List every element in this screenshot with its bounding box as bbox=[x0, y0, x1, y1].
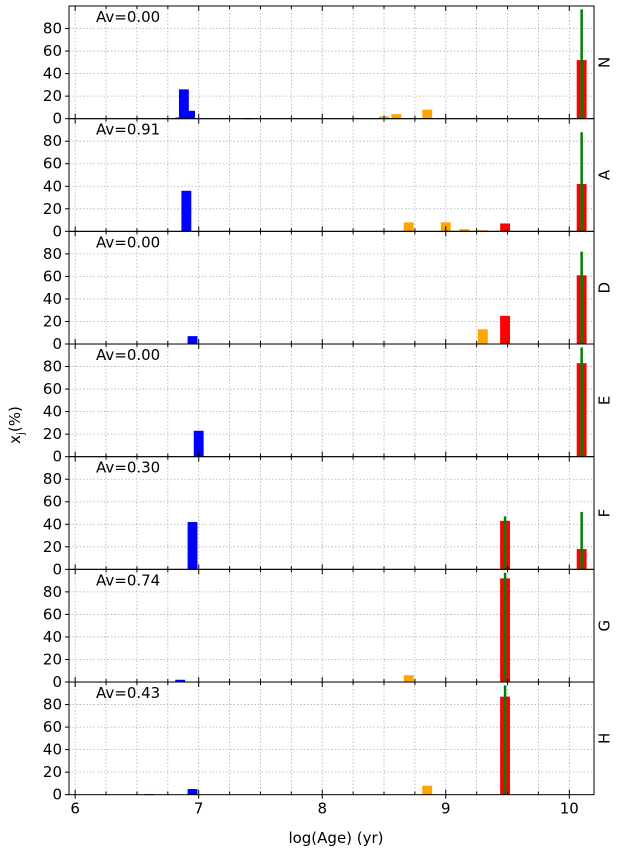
y-tick-label: 80 bbox=[43, 696, 62, 714]
y-tick-label: 40 bbox=[43, 741, 62, 759]
y-tick-label: 80 bbox=[43, 470, 62, 488]
panel-G: 0 20 40 60 80 Av=0.74 G bbox=[43, 568, 614, 691]
x-axis-label: log(Age) (yr) bbox=[288, 829, 383, 847]
panel-F: 0 20 40 60 80 Av=0.30 F bbox=[43, 456, 614, 578]
y-tick-label: 40 bbox=[43, 628, 62, 646]
av-annotation: Av=0.74 bbox=[96, 571, 160, 589]
y-tick-label: 40 bbox=[43, 403, 62, 421]
panel-frame bbox=[68, 681, 595, 796]
panel-label: E bbox=[596, 396, 614, 405]
panel-label: N bbox=[596, 57, 614, 68]
y-tick-label: 40 bbox=[43, 65, 62, 83]
bar-young bbox=[181, 190, 192, 232]
y-tick-label: 0 bbox=[52, 335, 62, 353]
bar-intermediate bbox=[403, 222, 414, 232]
panel-E: 0 20 40 60 80 Av=0.00 E bbox=[43, 343, 614, 466]
y-tick-label: 80 bbox=[43, 245, 62, 263]
bar-young bbox=[175, 679, 186, 683]
y-tick-label: 20 bbox=[43, 312, 62, 330]
y-tick-label: 40 bbox=[43, 290, 62, 308]
panel-H: 0 20 40 60 80 Av=0.43 H 6 7 8 9 10 bbox=[43, 681, 614, 818]
y-tick-label: 20 bbox=[43, 425, 62, 443]
bar-young bbox=[187, 789, 198, 795]
y-tick-label: 40 bbox=[43, 515, 62, 533]
y-axis-label: xj(%) bbox=[6, 406, 27, 444]
y-tick-label: 60 bbox=[43, 718, 62, 736]
bar-intermediate bbox=[403, 675, 414, 683]
y-tick-label: 20 bbox=[43, 87, 62, 105]
bar-old bbox=[500, 223, 510, 232]
av-annotation: Av=0.00 bbox=[96, 346, 160, 364]
x-tick-label: 10 bbox=[560, 800, 579, 818]
y-tick-label: 80 bbox=[43, 20, 62, 38]
y-tick-label: 0 bbox=[52, 786, 62, 804]
bar-intermediate bbox=[422, 109, 433, 119]
y-axis-label-subscript: j bbox=[16, 432, 27, 436]
x-tick-label: 6 bbox=[70, 800, 80, 818]
bar-young bbox=[187, 522, 198, 570]
panel-label: H bbox=[596, 733, 614, 744]
bar-intermediate bbox=[477, 230, 488, 232]
bar-young bbox=[187, 336, 198, 345]
y-tick-label: 0 bbox=[52, 560, 62, 578]
y-tick-label: 0 bbox=[52, 110, 62, 128]
panel-label: F bbox=[596, 509, 614, 518]
panel-D: 0 20 40 60 80 Av=0.00 D bbox=[43, 230, 614, 353]
av-annotation: Av=0.00 bbox=[96, 8, 160, 26]
y-tick-label: 60 bbox=[43, 42, 62, 60]
bar-young bbox=[185, 110, 195, 119]
x-tick-label: 7 bbox=[194, 800, 204, 818]
y-tick-label: 60 bbox=[43, 267, 62, 285]
y-tick-label: 60 bbox=[43, 493, 62, 511]
bar-intermediate bbox=[422, 785, 433, 795]
av-annotation: Av=0.91 bbox=[96, 121, 160, 139]
bar-intermediate bbox=[459, 229, 470, 232]
y-tick-label: 20 bbox=[43, 763, 62, 781]
bar-young bbox=[193, 430, 204, 457]
panel-label: A bbox=[596, 169, 614, 180]
x-tick-label: 9 bbox=[441, 800, 451, 818]
y-tick-label: 80 bbox=[43, 132, 62, 150]
y-tick-label: 60 bbox=[43, 155, 62, 173]
y-tick-label: 60 bbox=[43, 605, 62, 623]
av-annotation: Av=0.30 bbox=[96, 459, 160, 477]
av-annotation: Av=0.43 bbox=[96, 684, 160, 702]
panel-label: D bbox=[596, 282, 614, 294]
y-tick-label: 80 bbox=[43, 358, 62, 376]
y-tick-label: 80 bbox=[43, 583, 62, 601]
panels: 020406080Av=0.00N020406080Av=0.91A020406… bbox=[43, 5, 614, 818]
bar-intermediate bbox=[391, 114, 402, 119]
y-tick-label: 0 bbox=[52, 673, 62, 691]
panel-label: G bbox=[596, 620, 614, 632]
bar-young bbox=[178, 89, 189, 119]
bar-intermediate bbox=[477, 329, 488, 345]
y-tick-label: 20 bbox=[43, 200, 62, 218]
x-tick-label: 8 bbox=[317, 800, 327, 818]
av-annotation: Av=0.00 bbox=[96, 233, 160, 251]
panel-A: 0 20 40 60 80 Av=0.91 A bbox=[43, 118, 614, 240]
y-tick-label: 20 bbox=[43, 650, 62, 668]
y-tick-label: 40 bbox=[43, 177, 62, 195]
bar-old bbox=[500, 315, 510, 345]
panel-N: 0 20 40 60 80 Av=0.00 N bbox=[43, 5, 614, 128]
y-tick-label: 20 bbox=[43, 538, 62, 556]
y-tick-label: 0 bbox=[52, 448, 62, 466]
y-tick-label: 60 bbox=[43, 380, 62, 398]
y-tick-label: 0 bbox=[52, 222, 62, 240]
